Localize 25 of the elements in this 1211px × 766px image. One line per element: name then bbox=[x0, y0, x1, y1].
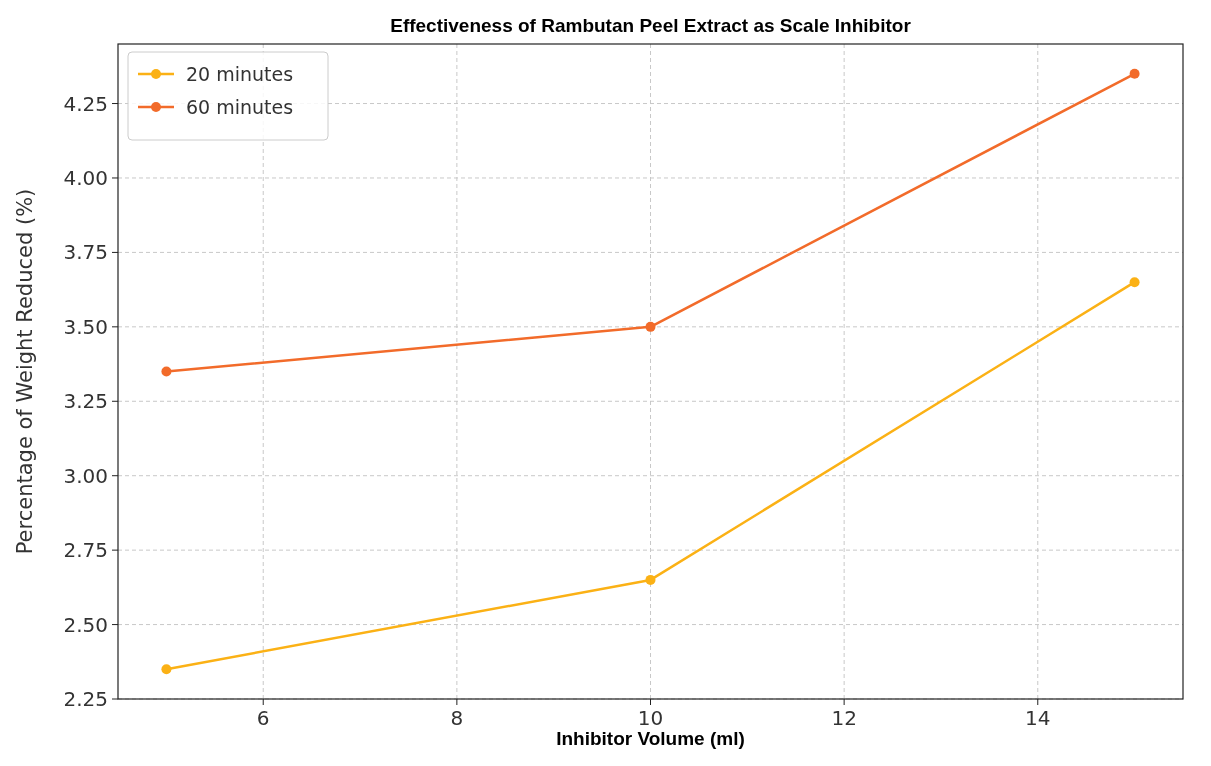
y-tick-label: 3.50 bbox=[63, 314, 108, 339]
y-tick-label: 3.25 bbox=[63, 389, 108, 414]
x-tick-label: 8 bbox=[450, 706, 464, 730]
point bbox=[645, 574, 656, 585]
y-tick-label: 3.00 bbox=[63, 463, 108, 488]
point bbox=[1129, 68, 1140, 79]
x-tick-label: 6 bbox=[256, 706, 270, 730]
point bbox=[161, 366, 172, 377]
x-tick-label: 14 bbox=[1025, 706, 1051, 730]
y-tick-label: 4.00 bbox=[63, 165, 108, 190]
y-tick-label: 2.50 bbox=[63, 612, 108, 637]
point bbox=[161, 664, 172, 675]
x-tick-label: 10 bbox=[637, 706, 664, 730]
legend-label: 60 minutes bbox=[186, 95, 294, 118]
x-tick-label: 12 bbox=[831, 706, 857, 730]
point bbox=[645, 321, 656, 332]
point bbox=[1129, 277, 1140, 288]
y-tick-label: 3.75 bbox=[63, 240, 108, 265]
y-tick-label: 2.25 bbox=[63, 687, 108, 711]
y-tick-label: 2.75 bbox=[63, 538, 108, 563]
y-axis-title: Percentage of Weight Reduced (%) bbox=[13, 188, 37, 555]
legend-label: 20 minutes bbox=[186, 62, 294, 85]
x-axis-title: Inhibitor Volume (ml) bbox=[556, 728, 745, 749]
y-tick-label: 4.25 bbox=[63, 91, 108, 116]
chart-title: Effectiveness of Rambutan Peel Extract as Scale Inhibitor bbox=[390, 15, 912, 36]
